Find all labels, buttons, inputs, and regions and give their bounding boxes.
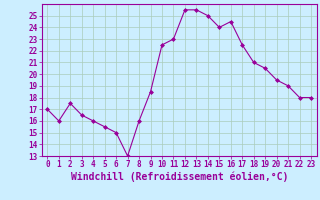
X-axis label: Windchill (Refroidissement éolien,°C): Windchill (Refroidissement éolien,°C): [70, 172, 288, 182]
